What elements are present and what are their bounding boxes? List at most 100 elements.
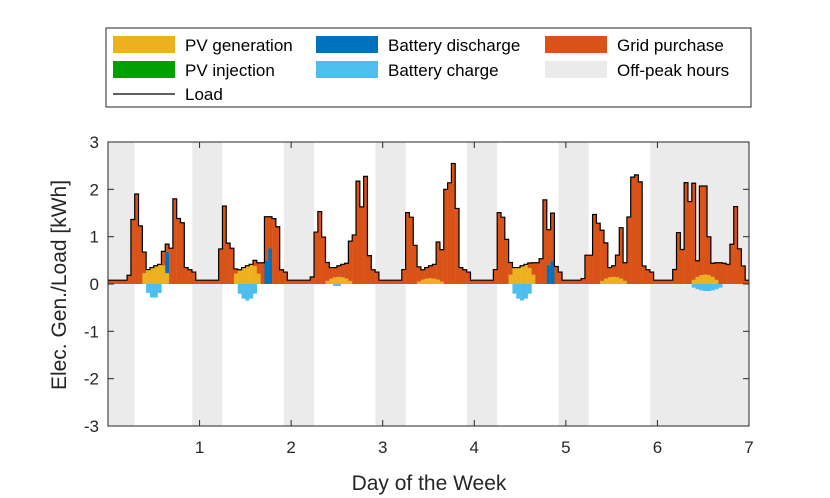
grid-purchase-bar (336, 265, 341, 277)
grid-purchase-bar (142, 252, 147, 274)
grid-purchase-bar (233, 268, 238, 274)
grid-purchase-bar (180, 222, 185, 284)
battery-discharge-bar (268, 248, 273, 284)
grid-purchase-bar (375, 272, 380, 284)
battery-charge-bar (523, 284, 528, 299)
x-tick-label: 7 (744, 438, 753, 457)
pv-generation-bar (516, 267, 521, 284)
y-tick-label: -1 (84, 322, 99, 341)
grid-purchase-bar (230, 248, 235, 284)
battery-charge-bar (237, 284, 242, 294)
pv-generation-bar (600, 280, 605, 284)
y-tick-label: 2 (90, 180, 99, 199)
grid-purchase-bar (729, 244, 734, 284)
legend-swatch-battery-discharge (316, 36, 378, 53)
y-tick-label: 3 (90, 133, 99, 152)
x-tick-label: 4 (470, 438, 479, 457)
load-line (108, 162, 749, 281)
grid-purchase-bar (508, 262, 513, 275)
grid-purchase-bar (268, 216, 273, 249)
grid-purchase-bar (592, 214, 597, 284)
grid-purchase-bar (138, 225, 143, 284)
grid-purchase-bar (294, 280, 299, 284)
grid-purchase-bar (405, 212, 410, 284)
pv-generation-bar (142, 273, 147, 284)
battery-charge-bar (695, 284, 700, 290)
grid-purchase-bar (359, 206, 364, 284)
grid-purchase-bar (283, 272, 288, 284)
grid-purchase-bar (733, 206, 738, 284)
pv-generation-bar (508, 274, 513, 284)
legend: PV generation Battery discharge Grid pur… (105, 27, 752, 108)
grid-purchase-bar (214, 280, 219, 284)
pv-generation-bar (703, 274, 708, 284)
grid-purchase-bar (455, 208, 460, 284)
x-tick-label: 1 (195, 438, 204, 457)
grid-purchase-bar (653, 280, 658, 284)
battery-discharge-bar (264, 260, 269, 284)
battery-charge-bar (718, 284, 723, 288)
grid-purchase-bar (306, 280, 311, 284)
grid-purchase-bar (378, 280, 383, 284)
pv-generation-bar (417, 281, 422, 284)
grid-purchase-bar (203, 280, 208, 284)
grid-purchase-bar (642, 265, 647, 284)
battery-discharge-bar (550, 260, 555, 284)
grid-purchase-bar (111, 280, 116, 284)
battery-charge-bar (252, 284, 258, 294)
grid-purchase-bar (176, 218, 181, 284)
grid-purchase-bar (363, 176, 368, 284)
grid-purchase-bar (657, 280, 662, 284)
grid-purchase-bar (310, 276, 315, 284)
grid-purchase-bar (108, 280, 113, 284)
legend-label-grid-purchase: Grid purchase (617, 36, 724, 55)
grid-purchase-bar (199, 280, 204, 284)
legend-label-battery-charge: Battery charge (388, 61, 499, 80)
battery-charge-bar (527, 284, 532, 294)
grid-purchase-bar (626, 217, 631, 284)
grid-purchase-bar (394, 280, 399, 284)
grid-purchase-bar (611, 265, 616, 277)
grid-purchase-bar (504, 239, 509, 284)
grid-purchase-bar (165, 244, 170, 252)
battery-charge-bar (153, 284, 158, 298)
grid-purchase-bar (630, 177, 635, 284)
pv-generation-bar (157, 264, 162, 284)
grid-purchase-bar (459, 267, 464, 284)
battery-charge-bar (157, 284, 162, 293)
grid-purchase-bar (134, 193, 139, 284)
grid-purchase-bar (169, 248, 174, 284)
pv-generation-bar (153, 265, 158, 284)
battery-discharge-bar (165, 251, 170, 274)
grid-purchase-bar (581, 278, 586, 284)
grid-purchase-bar (569, 280, 574, 284)
grid-purchase-bar (645, 269, 650, 284)
grid-purchase-bar (703, 185, 708, 275)
grid-purchase-bar (218, 248, 223, 284)
pv-generation-bar (340, 277, 345, 284)
pv-generation-bar (256, 273, 261, 284)
pv-generation-bar (237, 269, 242, 284)
legend-label-pv-injection: PV injection (185, 61, 275, 80)
grid-purchase-bar (325, 262, 330, 281)
grid-purchase-bar (417, 266, 422, 282)
pv-generation-bar (161, 265, 166, 284)
battery-charge-bar (336, 284, 341, 286)
grid-purchase-bar (562, 280, 567, 284)
grid-purchase-bar (619, 227, 624, 279)
grid-purchase-bar (470, 280, 475, 284)
battery-charge-bar (691, 284, 696, 288)
grid-purchase-bar (672, 269, 677, 284)
x-tick-label: 5 (561, 438, 570, 457)
pv-generation-bar (336, 276, 341, 284)
grid-purchase-bar (638, 181, 643, 284)
grid-purchase-bar (130, 219, 135, 284)
grid-purchase-bar (737, 248, 742, 284)
pv-generation-bar (520, 265, 525, 284)
grid-purchase-bar (600, 230, 605, 281)
x-axis-label: Day of the Week (352, 472, 507, 495)
y-tick-label: -2 (84, 370, 99, 389)
legend-label-battery-discharge: Battery discharge (388, 36, 520, 55)
grid-purchase-bar (401, 269, 406, 284)
grid-purchase-bar (546, 229, 551, 266)
